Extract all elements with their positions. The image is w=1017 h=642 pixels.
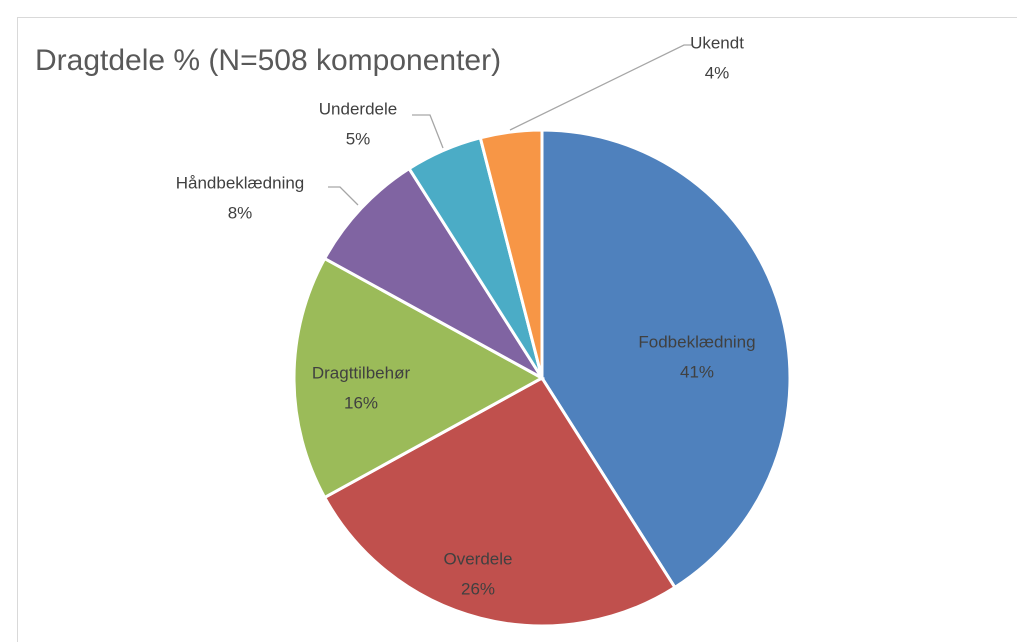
chart-title: Dragtdele % (N=508 komponenter)	[35, 44, 501, 77]
wedge	[322, 166, 544, 380]
value-label: 5%	[346, 129, 371, 148]
category-label: Fodbeklædning	[638, 332, 755, 351]
wedge	[478, 128, 544, 379]
wedge	[322, 376, 677, 628]
value-label: 16%	[344, 393, 378, 412]
category-label: Dragttilbehør	[312, 363, 411, 382]
category-label: Håndbeklædning	[176, 173, 305, 192]
value-label: 4%	[705, 63, 730, 82]
category-label: Underdele	[319, 99, 397, 118]
leader-line	[509, 44, 692, 131]
value-label: 41%	[680, 362, 714, 381]
labels: Fodbeklædning 41% Overdele 26% Dragttilbehør…	[176, 33, 756, 598]
leader-line	[412, 114, 444, 149]
value-label: 8%	[228, 203, 253, 222]
wedge	[292, 256, 546, 500]
category-label: Overdele	[444, 549, 513, 568]
category-label: Ukendt	[690, 33, 744, 52]
leader-line	[328, 186, 359, 206]
wedges	[292, 128, 792, 628]
value-label: 26%	[461, 579, 495, 598]
